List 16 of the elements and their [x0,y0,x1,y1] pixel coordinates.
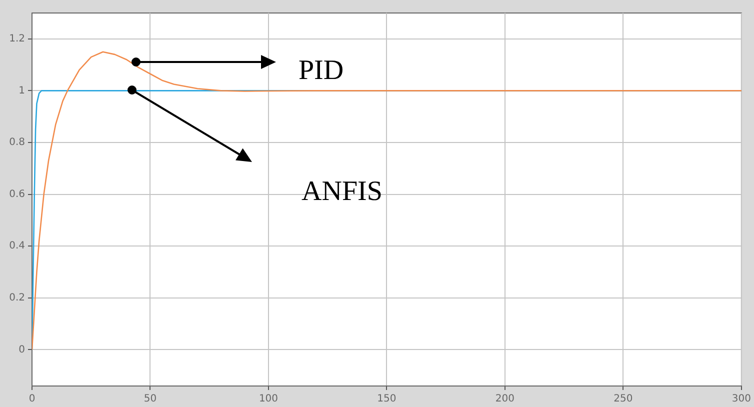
x-tick-label: 300 [732,394,752,405]
y-tick-label: 0.6 [9,188,25,200]
x-tick-label: 150 [377,394,396,405]
x-tick-label: 100 [258,394,278,405]
y-tick-label: 0.2 [9,292,25,304]
annotation: ANFIS [302,176,382,207]
y-tick-label: 0 [18,344,25,356]
x-tick-label: 200 [495,394,515,405]
y-tick-label: 0.8 [9,137,25,148]
y-tick-label: 0.4 [9,240,25,252]
x-tick-label: 50 [144,394,157,405]
annotation: PID [298,55,344,86]
y-tick-label: 1 [18,85,25,96]
x-tick-label: 250 [614,394,633,405]
x-tick-label: 0 [28,394,36,405]
y-tick-label: 1.2 [9,33,25,44]
